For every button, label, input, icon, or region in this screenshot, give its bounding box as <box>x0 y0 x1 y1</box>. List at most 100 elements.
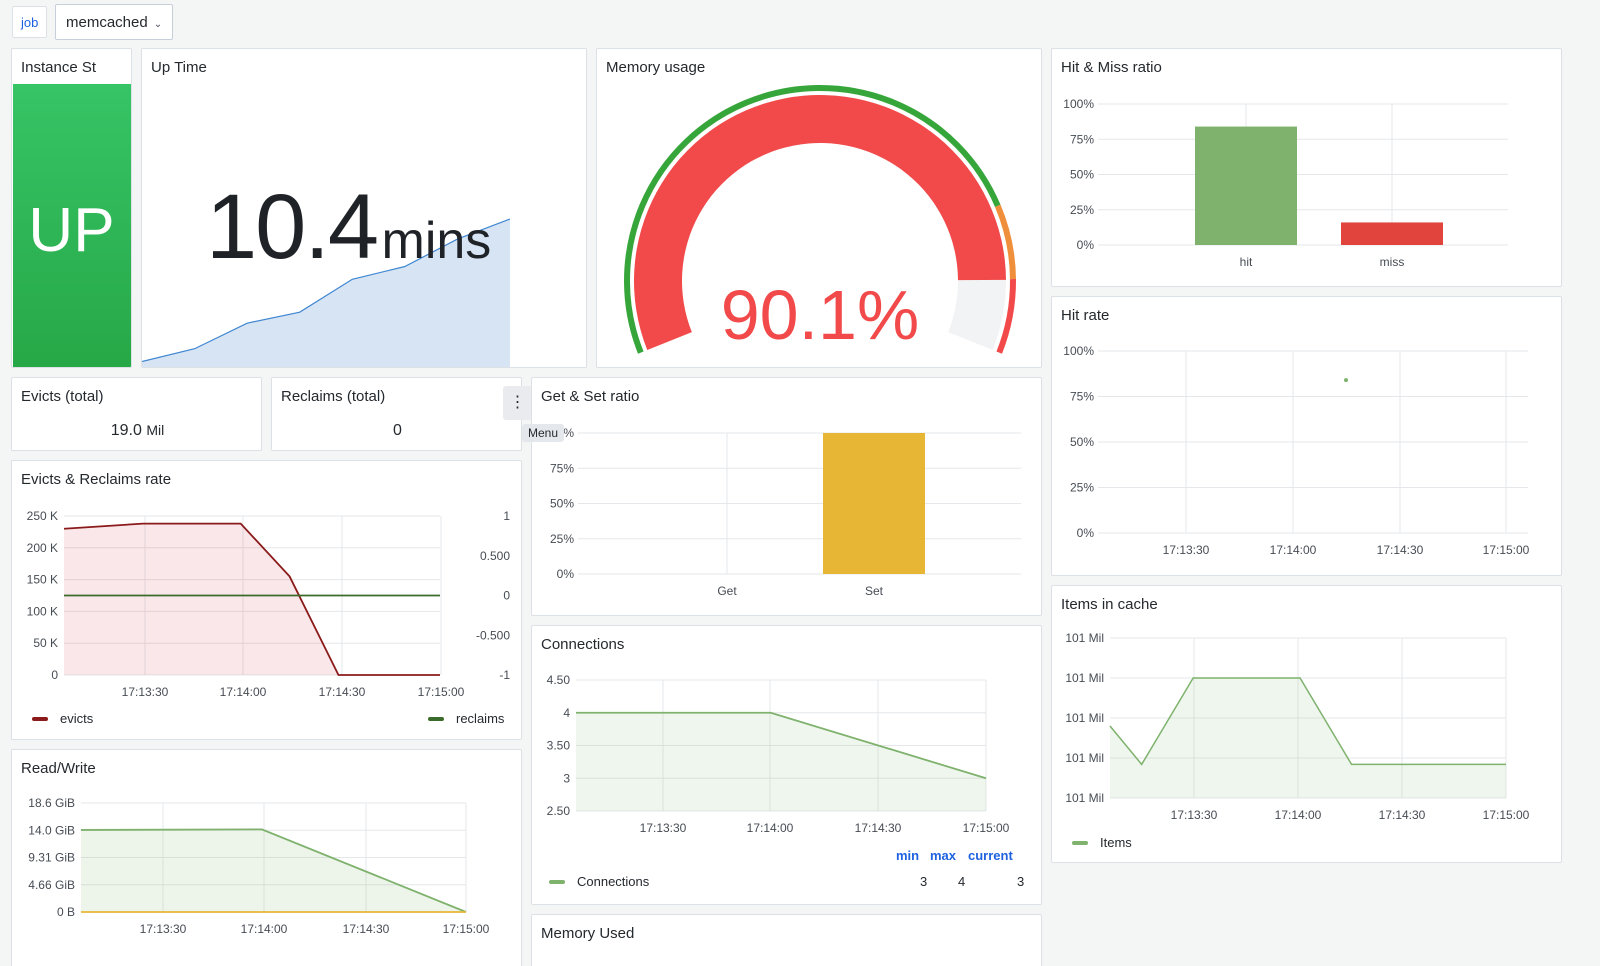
panel-title: Read/Write <box>21 760 96 777</box>
x-tick-label: Get <box>717 584 737 598</box>
hit-miss-panel[interactable]: Hit & Miss ratio 0% 25% 50% 75% 100% hit miss <box>1051 48 1562 287</box>
evicts-reclaims-panel[interactable]: Evicts & Reclaims rate 0 50 K 100 K 150 K 20… <box>11 460 522 740</box>
stat-max-value: 4 <box>958 874 966 889</box>
y-tick-label: 150 K <box>27 573 58 587</box>
status-background <box>13 84 131 367</box>
uptime-number: 10.4 <box>206 176 379 278</box>
evicts-number: 19.0 <box>110 422 142 439</box>
stat-header-min[interactable]: min <box>896 848 920 863</box>
x-tick-label: 17:14:00 <box>220 685 267 699</box>
y-tick-label: 0 B <box>57 905 75 919</box>
memory-usage-panel[interactable]: Memory usage 90.1% <box>596 48 1042 368</box>
x-tick-label: 17:14:00 <box>747 821 794 835</box>
y-tick-label: 250 K <box>27 509 58 523</box>
legend-reclaims[interactable]: reclaims <box>428 711 504 726</box>
x-tick-label: 17:14:30 <box>1379 808 1426 822</box>
x-tick-label: miss <box>1380 255 1405 269</box>
legend-swatch <box>549 879 565 884</box>
x-tick-label: 17:14:00 <box>1270 543 1317 557</box>
y-tick-label: 101 Mil <box>1065 671 1104 685</box>
legend-label: reclaims <box>456 711 505 726</box>
y-tick-label: 101 Mil <box>1065 751 1104 765</box>
y-tick-label: 0 <box>51 668 58 682</box>
y-tick-label: 101 Mil <box>1065 631 1104 645</box>
evicts-unit: Mil <box>146 422 165 438</box>
variable-label: job <box>12 6 48 38</box>
panel-title: Hit rate <box>1061 307 1110 324</box>
x-tick-label: 17:13:30 <box>122 685 169 699</box>
hit-rate-chart: 0% 25% 50% 75% 100% 17:13:30 17:14:00 17:14:30 1… <box>1063 344 1529 557</box>
reclaims-total-value: 0 <box>393 422 402 439</box>
panel-title: Reclaims (total) <box>281 388 386 405</box>
panel-title: Memory Used <box>541 925 635 942</box>
stat-min-value: 3 <box>920 874 928 889</box>
connections-area <box>576 712 986 811</box>
job-variable-select[interactable]: memcached ⌄ <box>55 4 174 40</box>
y-tick-label: 0% <box>557 567 575 581</box>
y-tick-label: 25% <box>1070 203 1094 217</box>
stat-header-current[interactable]: current <box>968 848 1013 863</box>
y-tick-label: 0% <box>1077 526 1095 540</box>
status-value: UP <box>28 196 115 265</box>
evicts-reclaims-chart: 0 50 K 100 K 150 K 200 K 250 K 17:13:30 17:14:0… <box>27 509 511 699</box>
panel-title: Get & Set ratio <box>541 388 640 405</box>
y2-tick-label: -1 <box>499 668 510 682</box>
y-tick-label: 4 <box>563 706 570 720</box>
x-tick-label: 17:13:30 <box>140 922 187 936</box>
panel-title: Items in cache <box>1061 596 1158 613</box>
uptime-sparkline <box>142 218 511 367</box>
y-tick-label: 100 K <box>27 604 58 618</box>
read-write-chart: 0 B 4.66 GiB 9.31 GiB 14.0 GiB 18.6 GiB 17:13… <box>28 796 489 936</box>
x-tick-label: 17:15:00 <box>963 821 1010 835</box>
legend-connections[interactable]: Connections <box>549 874 649 889</box>
y-tick-label: 2.50 <box>547 804 571 818</box>
legend-swatch <box>32 716 48 721</box>
legend-items[interactable]: Items <box>1072 835 1132 850</box>
instance-status-panel[interactable]: Instance St UP <box>11 48 132 368</box>
y-tick-label: 50% <box>1070 435 1094 449</box>
x-tick-label: 17:15:00 <box>418 685 465 699</box>
gauge-value-arc <box>634 95 1006 350</box>
items-cache-panel[interactable]: Items in cache 101 Mil 101 Mil 101 Mil 101 … <box>1051 585 1562 863</box>
y-tick-label: 18.6 GiB <box>28 796 75 810</box>
y-tick-label: 100% <box>1063 97 1094 111</box>
read-line <box>80 828 467 913</box>
panel-title: Memory usage <box>606 59 706 76</box>
kebab-menu-icon: ⋮ <box>509 394 526 411</box>
uptime-panel[interactable]: Up Time 10.4 mins <box>141 48 587 368</box>
evicts-area <box>64 523 440 675</box>
legend-label: Items <box>1100 835 1132 850</box>
hit-rate-panel[interactable]: Hit rate 0% 25% 50% 75% 100% 17:13:30 17:14:00… <box>1051 296 1562 576</box>
connections-panel[interactable]: Connections 2.50 3 3.50 4 4.50 17:13:30 17:14:… <box>531 625 1042 905</box>
x-tick-label: 17:13:30 <box>640 821 687 835</box>
evicts-total-value: 19.0 Mil <box>12 422 261 440</box>
y-tick-label: 100% <box>1063 344 1094 358</box>
x-tick-label: 17:14:30 <box>855 821 902 835</box>
y-tick-label: 50% <box>550 497 574 511</box>
items-line <box>1109 677 1506 766</box>
read-write-panel[interactable]: Read/Write 0 B 4.66 GiB 9.31 GiB 14.0 GiB 18… <box>11 749 522 966</box>
y-tick-label: 75% <box>550 461 574 475</box>
panel-menu-button[interactable]: ⋮ <box>503 386 532 420</box>
y-tick-label: 101 Mil <box>1065 791 1104 805</box>
evicts-total-panel[interactable]: Evicts (total) 19.0 Mil <box>11 377 262 451</box>
memory-gauge <box>624 84 1016 354</box>
memory-used-panel[interactable]: Memory Used <box>531 914 1042 966</box>
gauge-threshold-red <box>996 279 1016 354</box>
panel-title: Hit & Miss ratio <box>1061 59 1162 76</box>
panel-title: Instance St <box>21 59 97 76</box>
y2-tick-label: 0.500 <box>480 549 510 563</box>
stat-header-max[interactable]: max <box>930 848 957 863</box>
legend-label: Connections <box>577 874 650 889</box>
gauge-threshold-green <box>624 84 1001 354</box>
evicts-line <box>63 522 440 676</box>
reclaims-total-panel[interactable]: Reclaims (total) 0 <box>271 377 522 451</box>
y-tick-label: 4.50 <box>547 673 571 687</box>
y-tick-label: 75% <box>1070 390 1094 404</box>
legend-evicts[interactable]: evicts <box>32 711 93 726</box>
y2-tick-label: 1 <box>503 509 510 523</box>
x-tick-label: hit <box>1240 255 1253 269</box>
x-tick-label: 17:14:00 <box>241 922 288 936</box>
